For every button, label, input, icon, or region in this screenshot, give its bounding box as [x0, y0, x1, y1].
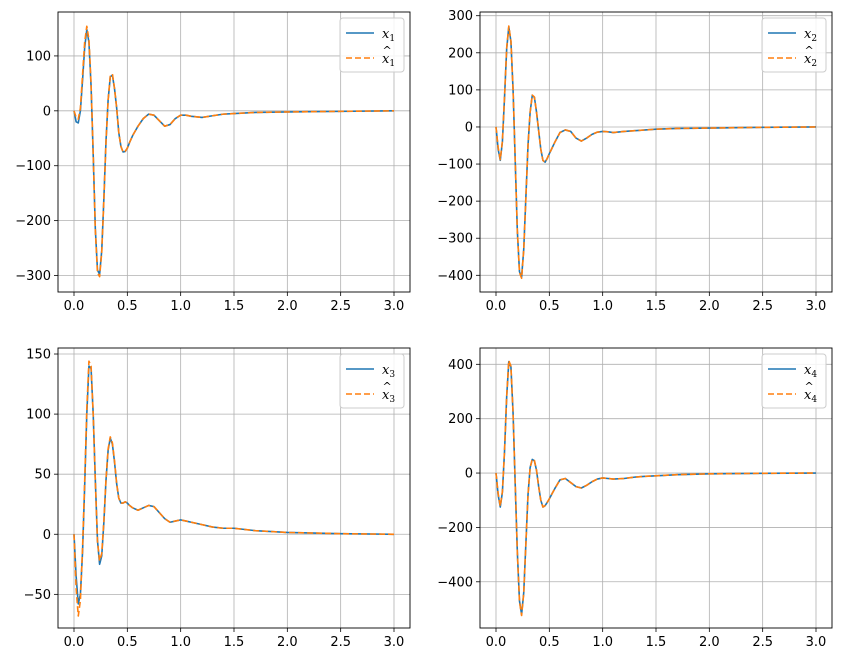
- subplot-3: 0.0 0.5 1.0 1.5 2.0 2.5 3.0 −50 0 50 100 150 x3 x3^: [24, 348, 411, 650]
- series-line-x2-hat: [495, 25, 817, 280]
- y-tick-label-1-3: 0: [43, 104, 51, 119]
- y-tick-label-2-1: −300: [437, 232, 473, 247]
- y-tick-label-4-4: 400: [448, 358, 473, 373]
- x-tick-label-4-5: 2.5: [752, 635, 773, 650]
- y-tick-label-2-3: −100: [437, 158, 473, 173]
- x-tick-label-2-5: 2.5: [752, 299, 773, 314]
- y-tick-label-1-4: 100: [26, 49, 51, 64]
- x-tick-label-4-1: 0.5: [539, 635, 560, 650]
- x-tick-label-3-0: 0.0: [64, 635, 85, 650]
- x-tick-label-1-0: 0.0: [64, 299, 85, 314]
- y-tick-label-4-2: 0: [465, 467, 473, 482]
- y-tick-label-3-2: 50: [34, 468, 51, 483]
- x-tick-label-1-3: 1.5: [224, 299, 245, 314]
- x-tick-label-2-2: 1.0: [592, 299, 613, 314]
- x-tick-label-1-1: 0.5: [117, 299, 138, 314]
- legend-3: x3 x3^: [339, 353, 405, 409]
- y-tick-label-3-1: 0: [43, 528, 51, 543]
- subplot-1: 0.0 0.5 1.0 1.5 2.0 2.5 3.0−300−200−1000100x1x…: [15, 11, 411, 314]
- y-tick-label-4-1: −200: [437, 521, 473, 536]
- y-tick-label-4-0: −400: [437, 575, 473, 590]
- legend-hat-4: ^: [805, 380, 814, 393]
- legend-label-2-1: x2: [804, 27, 817, 44]
- y-tick-label-2-4: 0: [465, 120, 473, 135]
- x-tick-label-4-3: 1.5: [646, 635, 667, 650]
- y-tick-label-2-6: 200: [448, 46, 473, 61]
- legend-label-1-2: x1: [382, 52, 395, 69]
- x-tick-label-4-6: 3.0: [806, 635, 827, 650]
- legend-label-3-2: x3: [382, 388, 395, 405]
- y-tick-label-1-1: −200: [15, 214, 51, 229]
- x-tick-label-3-2: 1.0: [170, 635, 191, 650]
- legend-2: x2 x2^: [761, 17, 827, 73]
- y-tick-label-3-0: −50: [24, 588, 51, 603]
- subplot-2: 0.0 0.5 1.0 1.5 2.0 2.5 3.0 −400 −300 −200 −100 0 10…: [437, 9, 833, 314]
- y-tick-label-2-2: −200: [437, 195, 473, 210]
- x-tick-label-1-6: 3.0: [384, 299, 405, 314]
- x-tick-label-3-5: 2.5: [330, 635, 351, 650]
- legend-label-3-1: x3: [382, 363, 395, 380]
- legend-hat-3: ^: [383, 380, 392, 393]
- x-tick-label-4-4: 2.0: [699, 635, 720, 650]
- y-tick-label-2-5: 100: [448, 83, 473, 98]
- x-tick-label-2-0: 0.0: [486, 299, 507, 314]
- x-tick-label-3-6: 3.0: [384, 635, 405, 650]
- x-tick-label-3-3: 1.5: [224, 635, 245, 650]
- x-tick-label-1-5: 2.5: [330, 299, 351, 314]
- x-tick-label-2-4: 2.0: [699, 299, 720, 314]
- legend-label-2-2: x2: [804, 52, 817, 69]
- x-tick-label-1-4: 2.0: [277, 299, 298, 314]
- x-tick-label-4-2: 1.0: [592, 635, 613, 650]
- legend-hat-2: ^: [805, 44, 814, 57]
- legend-4: x4 x4^: [761, 353, 827, 409]
- legend-hat-1: ^: [383, 44, 392, 57]
- x-tick-label-1-2: 1.0: [170, 299, 191, 314]
- legend-1: x1 x1^: [339, 17, 405, 73]
- y-tick-label-3-3: 100: [26, 408, 51, 423]
- x-tick-label-2-6: 3.0: [806, 299, 827, 314]
- x-tick-label-3-4: 2.0: [277, 635, 298, 650]
- y-tick-label-1-0: −300: [15, 269, 51, 284]
- y-tick-label-1-2: −100: [15, 159, 51, 174]
- y-tick-label-2-0: −400: [437, 269, 473, 284]
- x-tick-label-3-1: 0.5: [117, 635, 138, 650]
- legend-label-4-1: x4: [804, 363, 817, 380]
- legend-label-4-2: x4: [804, 388, 817, 405]
- y-tick-label-2-7: 300: [448, 9, 473, 24]
- legend-label-1-1: x1: [382, 27, 395, 44]
- x-tick-label-2-1: 0.5: [539, 299, 560, 314]
- y-tick-label-3-4: 150: [26, 348, 51, 363]
- series-line-x4-hat: [495, 359, 817, 617]
- y-tick-label-4-3: 200: [448, 412, 473, 427]
- x-tick-label-2-3: 1.5: [646, 299, 667, 314]
- series-line-x1-hat: [73, 25, 395, 278]
- series-line-x3-hat: [73, 360, 395, 617]
- x-tick-label-4-0: 0.0: [486, 635, 507, 650]
